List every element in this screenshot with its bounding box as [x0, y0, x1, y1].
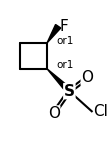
Text: or1: or1 — [56, 60, 73, 70]
Polygon shape — [47, 69, 72, 93]
Text: F: F — [59, 19, 68, 34]
Polygon shape — [47, 25, 61, 43]
Text: S: S — [64, 84, 75, 99]
Text: O: O — [81, 70, 93, 85]
Text: Cl: Cl — [93, 104, 108, 119]
Text: or1: or1 — [56, 36, 73, 46]
Text: O: O — [48, 106, 60, 121]
